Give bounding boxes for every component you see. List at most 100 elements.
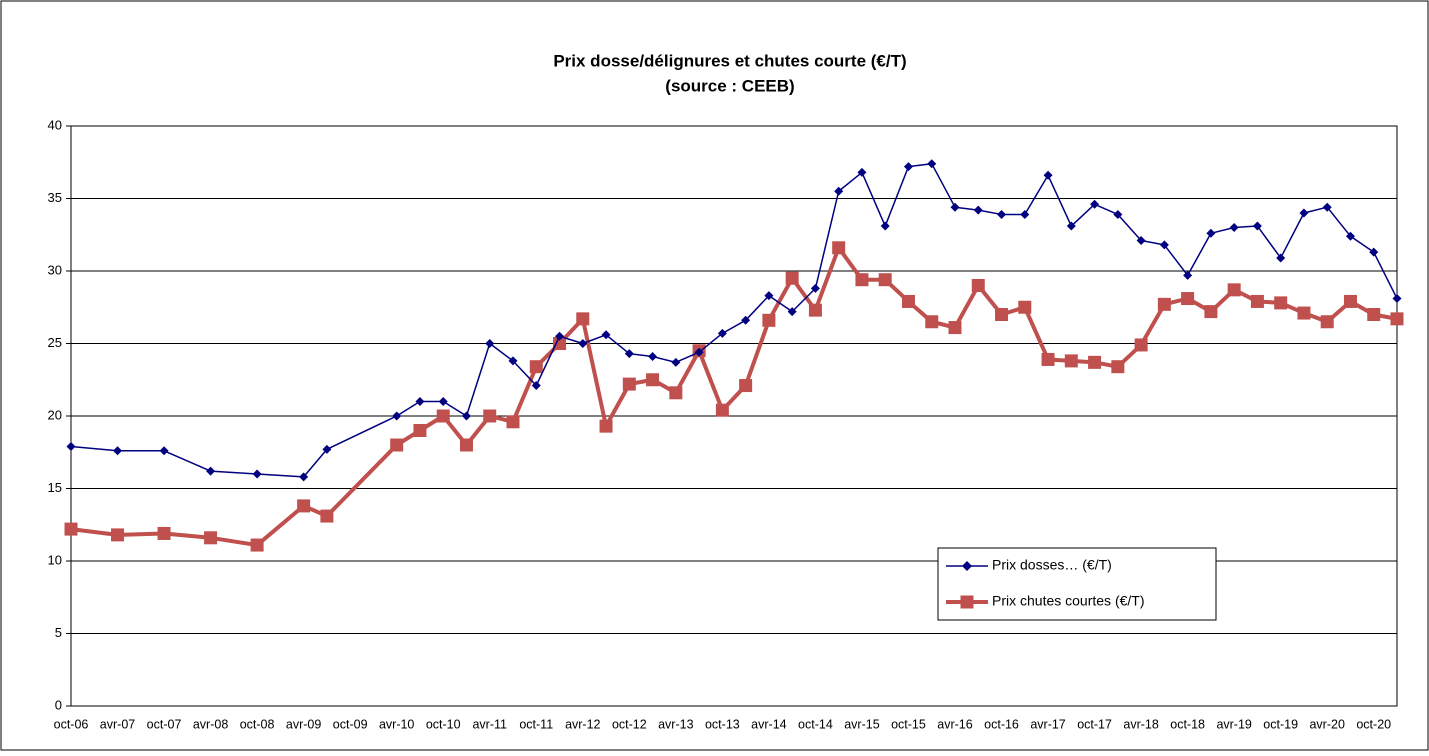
point-marker [694, 347, 704, 357]
x-tick-label: oct-08 [240, 717, 275, 731]
point-marker [485, 339, 495, 348]
point-marker [995, 308, 1009, 321]
point-marker [1136, 236, 1146, 246]
point-marker [111, 528, 125, 542]
point-marker [622, 377, 636, 391]
x-tick-label: oct-10 [426, 717, 461, 731]
point-marker [950, 202, 960, 212]
point-marker [1018, 300, 1032, 314]
point-marker [646, 373, 660, 387]
point-marker [1066, 221, 1076, 231]
point-marker [529, 360, 543, 374]
point-marker [762, 313, 776, 327]
point-marker [506, 415, 520, 429]
point-marker [599, 419, 613, 433]
x-tick-label: oct-09 [333, 717, 368, 731]
x-tick-label: avr-09 [286, 717, 321, 731]
point-marker [903, 162, 913, 172]
point-marker [438, 397, 448, 406]
x-tick-label: oct-17 [1077, 717, 1112, 731]
x-tick-label: avr-07 [100, 717, 135, 731]
point-marker [1113, 209, 1123, 219]
point-marker [1250, 294, 1264, 308]
point-marker [459, 438, 473, 452]
point-marker [250, 538, 264, 552]
x-tick-label: oct-13 [705, 717, 740, 731]
x-tick-label: avr-08 [193, 717, 228, 731]
x-tick-label: avr-13 [658, 717, 693, 731]
point-marker [671, 357, 681, 367]
x-tick-label: oct-18 [1170, 717, 1205, 731]
point-marker [648, 352, 658, 362]
point-marker [878, 273, 892, 287]
point-marker [483, 409, 497, 423]
point-marker [1159, 240, 1169, 250]
point-marker [299, 472, 309, 482]
point-marker [973, 205, 983, 215]
x-tick-label: oct-14 [798, 717, 833, 731]
point-marker [390, 438, 404, 452]
point-marker [204, 531, 218, 545]
y-tick-label: 40 [48, 117, 62, 132]
y-tick-label: 25 [48, 335, 62, 350]
y-tick-label: 15 [48, 480, 62, 495]
point-marker [810, 283, 820, 293]
point-marker [322, 444, 332, 454]
point-marker [1252, 221, 1262, 231]
point-marker [1043, 170, 1053, 180]
x-tick-label: avr-19 [1216, 717, 1251, 731]
point-marker [832, 241, 846, 255]
point-marker [392, 411, 402, 421]
y-tick-label: 10 [48, 552, 62, 567]
x-tick-label: oct-20 [1356, 717, 1391, 731]
y-tick-label: 35 [48, 190, 62, 205]
point-marker [717, 328, 727, 338]
point-marker [624, 349, 634, 359]
x-tick-label: avr-11 [472, 717, 507, 731]
point-marker [901, 294, 915, 308]
point-marker [1390, 312, 1404, 326]
point-marker [785, 271, 799, 285]
point-marker [415, 397, 425, 406]
point-marker [159, 446, 169, 456]
point-marker [1369, 247, 1379, 257]
point-marker [880, 221, 890, 231]
point-marker [461, 411, 471, 421]
point-marker [1157, 297, 1171, 311]
point-marker [297, 499, 311, 513]
point-marker [1204, 305, 1218, 319]
x-tick-label: avr-10 [379, 717, 414, 731]
point-marker [927, 159, 937, 169]
x-tick-label: avr-20 [1309, 717, 1344, 731]
point-marker [764, 291, 774, 301]
point-marker [1322, 202, 1332, 212]
point-marker [1227, 283, 1241, 297]
point-marker [948, 321, 962, 335]
point-marker [1090, 199, 1100, 209]
point-marker [252, 469, 262, 479]
point-marker [1367, 308, 1381, 321]
point-marker [739, 379, 753, 393]
x-tick-label: avr-18 [1123, 717, 1158, 731]
point-marker [1134, 338, 1148, 352]
x-tick-label: oct-19 [1263, 717, 1298, 731]
point-marker [531, 381, 541, 391]
x-tick-label: avr-12 [565, 717, 600, 731]
point-marker [157, 526, 171, 540]
point-marker [1229, 223, 1239, 232]
x-tick-label: oct-15 [891, 717, 926, 731]
point-marker [64, 522, 78, 536]
x-tick-label: avr-14 [751, 717, 786, 731]
legend-label: Prix dosses… (€/T) [992, 557, 1112, 573]
legend-box [937, 547, 1217, 621]
point-marker [576, 312, 590, 326]
x-tick-label: oct-06 [54, 717, 89, 731]
point-marker [1206, 228, 1216, 238]
chart-subtitle: (source : CEEB) [665, 76, 794, 95]
point-marker [1343, 294, 1357, 308]
point-marker [508, 356, 518, 366]
point-marker [715, 403, 729, 417]
point-marker [1041, 352, 1055, 366]
